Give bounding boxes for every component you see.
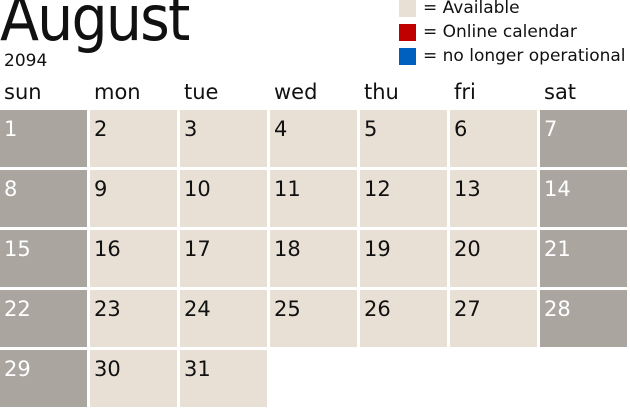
day-cell[interactable]: 21	[540, 230, 627, 287]
weekday-header-sun: sun	[4, 80, 42, 104]
legend-label: = Available	[423, 0, 520, 18]
day-cell[interactable]: 24	[180, 290, 267, 347]
day-cell[interactable]: 11	[270, 170, 357, 227]
day-cell[interactable]: 26	[360, 290, 447, 347]
day-cell[interactable]: 6	[450, 110, 537, 167]
day-cell[interactable]: 5	[360, 110, 447, 167]
weekday-header-wed: wed	[274, 80, 318, 104]
day-cell[interactable]: 10	[180, 170, 267, 227]
day-cell[interactable]: 22	[0, 290, 87, 347]
day-cell[interactable]: 29	[0, 350, 87, 407]
day-cell[interactable]: 25	[270, 290, 357, 347]
weekday-header-sat: sat	[544, 80, 577, 104]
day-cell[interactable]: 15	[0, 230, 87, 287]
weekday-header-thu: thu	[364, 80, 399, 104]
legend-swatch	[399, 0, 416, 17]
day-cell[interactable]: 20	[450, 230, 537, 287]
day-cell[interactable]: 12	[360, 170, 447, 227]
day-cell[interactable]: 8	[0, 170, 87, 227]
day-cell[interactable]: 23	[90, 290, 177, 347]
day-cell[interactable]: 14	[540, 170, 627, 227]
legend-swatch	[399, 24, 416, 41]
year-label: 2094	[4, 51, 48, 71]
day-cell[interactable]: 1	[0, 110, 87, 167]
legend-label: = no longer operational	[423, 46, 626, 66]
day-cell[interactable]: 4	[270, 110, 357, 167]
day-cell[interactable]: 30	[90, 350, 177, 407]
legend-swatch	[399, 48, 416, 65]
day-cell[interactable]: 9	[90, 170, 177, 227]
day-cell[interactable]: 28	[540, 290, 627, 347]
day-cell[interactable]: 7	[540, 110, 627, 167]
day-cell[interactable]: 27	[450, 290, 537, 347]
day-cell[interactable]: 3	[180, 110, 267, 167]
day-cell[interactable]: 18	[270, 230, 357, 287]
day-cell[interactable]: 31	[180, 350, 267, 407]
day-cell[interactable]: 16	[90, 230, 177, 287]
weekday-header-mon: mon	[94, 80, 141, 104]
weekday-header-tue: tue	[184, 80, 219, 104]
day-cell[interactable]: 2	[90, 110, 177, 167]
legend-label: = Online calendar	[423, 22, 577, 42]
day-cell[interactable]: 19	[360, 230, 447, 287]
weekday-header-fri: fri	[454, 80, 476, 104]
month-title: August	[0, 0, 190, 55]
day-cell[interactable]: 13	[450, 170, 537, 227]
day-cell[interactable]: 17	[180, 230, 267, 287]
